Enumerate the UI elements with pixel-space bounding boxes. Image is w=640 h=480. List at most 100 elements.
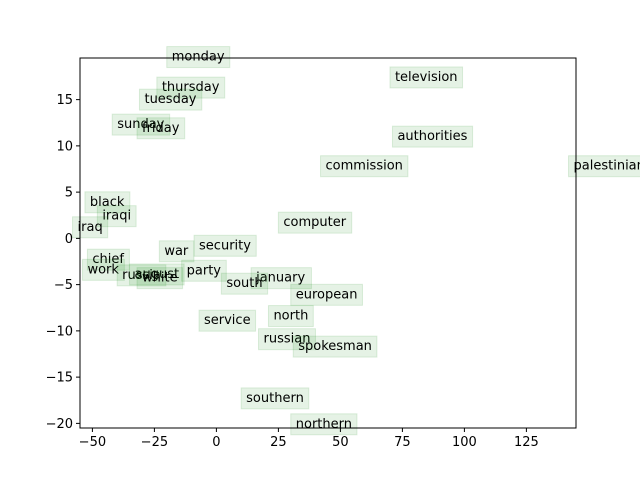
word-point-party: party <box>181 259 227 282</box>
word-label: computer <box>283 215 346 230</box>
word-label: thursday <box>162 80 220 95</box>
word-point-television: television <box>389 66 464 89</box>
word-box <box>391 125 474 148</box>
word-label: palestinian <box>574 159 640 174</box>
word-box <box>568 155 640 178</box>
word-box <box>129 263 185 286</box>
word-box <box>96 205 137 228</box>
word-label: european <box>296 287 358 302</box>
word-box <box>81 258 125 281</box>
x-axis: −50 −25 0 25 50 75 100 125 <box>79 428 539 450</box>
plot-frame <box>79 57 577 429</box>
word-box <box>181 259 227 282</box>
word-point-european: european <box>290 283 363 306</box>
x-tick-label: −25 <box>141 435 168 450</box>
word-box <box>250 267 312 290</box>
word-box <box>156 76 226 99</box>
word-point-north: north <box>267 305 314 328</box>
word-label: party <box>187 263 222 278</box>
word-label: security <box>199 238 251 253</box>
word-label: monday <box>172 50 225 65</box>
word-point-southern: southern <box>240 387 310 410</box>
word-label: northern <box>296 417 352 432</box>
word-point-service: service <box>198 309 257 332</box>
word-label: russia <box>122 268 161 283</box>
word-box <box>158 240 195 263</box>
word-label: sunday <box>117 117 164 132</box>
word-box <box>136 267 184 290</box>
word-point-spokesman: spokesman <box>292 335 378 358</box>
word-label: south <box>226 276 262 291</box>
word-point-security: security <box>193 234 257 257</box>
word-point-sunday: sunday <box>111 113 171 136</box>
word-point-black: black <box>84 191 131 214</box>
word-point-chief: chief <box>86 248 130 271</box>
word-point-friday: friday <box>136 117 186 140</box>
word-point-palestinian: palestinian <box>568 155 640 178</box>
y-tick-label: 15 <box>56 93 73 108</box>
y-tick-label: −15 <box>46 371 73 386</box>
word-box <box>292 335 378 358</box>
word-label: war <box>164 244 189 259</box>
y-tick-label: −10 <box>46 324 73 339</box>
word-point-iraqi: iraqi <box>96 205 137 228</box>
word-box <box>258 328 316 351</box>
word-label: authorities <box>397 129 467 144</box>
y-tick-label: 0 <box>65 232 73 247</box>
word-label: north <box>273 309 308 324</box>
word-point-monday: monday <box>166 46 231 69</box>
word-box <box>111 113 171 136</box>
word-point-northern: northern <box>290 413 358 436</box>
word-label: southern <box>246 391 304 406</box>
word-point-authorities: authorities <box>391 125 474 148</box>
word-label: russian <box>264 332 311 347</box>
word-point-russian: russian <box>258 328 316 351</box>
y-axis: −20 −15 −10 −5 0 5 10 15 <box>46 93 80 432</box>
word-label: work <box>87 262 119 277</box>
word-label: iraq <box>78 220 103 235</box>
word-point-computer: computer <box>277 211 353 234</box>
word-label: television <box>395 70 458 85</box>
word-point-iraq: iraq <box>72 216 109 239</box>
word-box <box>240 387 310 410</box>
word-label: spokesman <box>298 339 372 354</box>
word-label: chief <box>92 252 124 267</box>
word-box <box>198 309 257 332</box>
word-box <box>166 46 231 69</box>
word-point-south: south <box>220 272 269 295</box>
word-point-russia: russia <box>116 264 167 287</box>
y-tick-label: 10 <box>56 139 73 154</box>
word-label: january <box>255 271 305 286</box>
word-point-white: white <box>136 267 184 290</box>
word-box <box>277 211 353 234</box>
word-point-commission: commission <box>320 155 409 178</box>
word-point-august: august <box>129 263 185 286</box>
word-label: black <box>90 195 125 210</box>
word-point-thursday: thursday <box>156 76 226 99</box>
word-label: white <box>142 271 178 286</box>
word-box <box>86 248 130 271</box>
word-box <box>320 155 409 178</box>
word-box <box>267 305 314 328</box>
x-tick-label: 75 <box>394 435 411 450</box>
word-label: august <box>135 267 180 282</box>
x-tick-label: 0 <box>212 435 220 450</box>
word-label: commission <box>326 159 403 174</box>
word-box <box>84 191 131 214</box>
word-label: iraqi <box>102 209 131 224</box>
y-tick-label: −5 <box>54 278 73 293</box>
word-box <box>116 264 167 287</box>
x-tick-label: 50 <box>332 435 349 450</box>
word-box <box>220 272 269 295</box>
word-point-work: work <box>81 258 125 281</box>
word-box <box>138 88 203 111</box>
word-box <box>290 283 363 306</box>
word-point-war: war <box>158 240 195 263</box>
word-label: service <box>204 313 251 328</box>
x-tick-label: 100 <box>452 435 477 450</box>
word-point-january: january <box>250 267 312 290</box>
y-tick-label: 5 <box>65 186 73 201</box>
word-box <box>193 234 257 257</box>
